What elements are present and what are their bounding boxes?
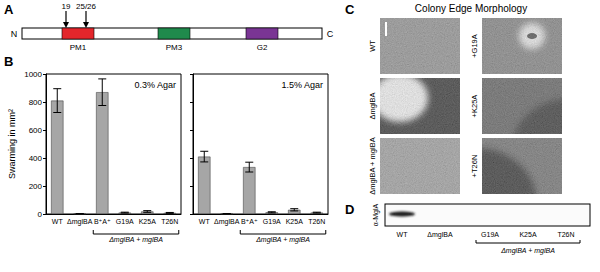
svg-text:600: 600 (29, 126, 43, 135)
svg-text:D: D (345, 202, 354, 217)
svg-text:C: C (345, 2, 355, 17)
svg-text:ΔmglBA + mglBA: ΔmglBA + mglBA (500, 247, 555, 255)
svg-text:ΔmglBA + mglBA: ΔmglBA + mglBA (368, 137, 377, 194)
svg-text:B⁺A⁺: B⁺A⁺ (94, 218, 111, 225)
svg-text:WT: WT (397, 231, 409, 238)
svg-text:1000: 1000 (24, 70, 42, 79)
svg-text:200: 200 (29, 182, 43, 191)
svg-text:G19A: G19A (481, 231, 499, 238)
svg-text:+T26N: +T26N (470, 155, 479, 178)
svg-text:ΔmglBA + mglBA: ΔmglBA + mglBA (255, 236, 310, 244)
svg-text:G19A: G19A (116, 218, 134, 225)
svg-text:WT: WT (52, 218, 64, 225)
svg-text:Colony Edge Morphology: Colony Edge Morphology (415, 3, 527, 14)
svg-text:PM1: PM1 (70, 43, 87, 52)
svg-text:0: 0 (38, 210, 43, 219)
svg-text:K25A: K25A (139, 218, 156, 225)
svg-text:1.5% Agar: 1.5% Agar (281, 80, 323, 90)
svg-text:WT: WT (368, 40, 377, 52)
svg-text:WT: WT (199, 218, 211, 225)
svg-text:K25A: K25A (519, 231, 536, 238)
svg-text:ΔmglBA: ΔmglBA (67, 218, 93, 226)
svg-text:400: 400 (29, 154, 43, 163)
svg-text:T26N: T26N (557, 231, 574, 238)
svg-text:N: N (11, 29, 18, 39)
svg-text:K25A: K25A (286, 218, 303, 225)
svg-text:PM3: PM3 (166, 43, 183, 52)
svg-text:B⁺A⁺: B⁺A⁺ (241, 218, 258, 225)
svg-text:+K25A: +K25A (470, 95, 479, 118)
svg-text:G19A: G19A (263, 218, 281, 225)
svg-text:ΔmglBA: ΔmglBA (368, 92, 377, 119)
svg-text:ΔmglBA + mglBA: ΔmglBA + mglBA (108, 236, 163, 244)
svg-text:ΔmglBA: ΔmglBA (214, 218, 240, 226)
svg-text:19: 19 (62, 2, 71, 11)
svg-text:T26N: T26N (161, 218, 178, 225)
svg-text:G2: G2 (257, 43, 268, 52)
svg-text:25/26: 25/26 (76, 2, 97, 11)
html-text:B: B (4, 54, 14, 69)
svg-text:800: 800 (29, 98, 43, 107)
svg-text:T26N: T26N (308, 218, 325, 225)
svg-text:A: A (4, 2, 14, 17)
svg-text:0.3% Agar: 0.3% Agar (134, 80, 176, 90)
svg-text:α-MglA: α-MglA (372, 204, 380, 227)
svg-text:+G19A: +G19A (470, 34, 479, 58)
svg-text:ΔmglBA: ΔmglBA (427, 231, 453, 239)
svg-text:Swarming in mm²: Swarming in mm² (7, 109, 17, 179)
svg-text:C: C (327, 29, 334, 39)
